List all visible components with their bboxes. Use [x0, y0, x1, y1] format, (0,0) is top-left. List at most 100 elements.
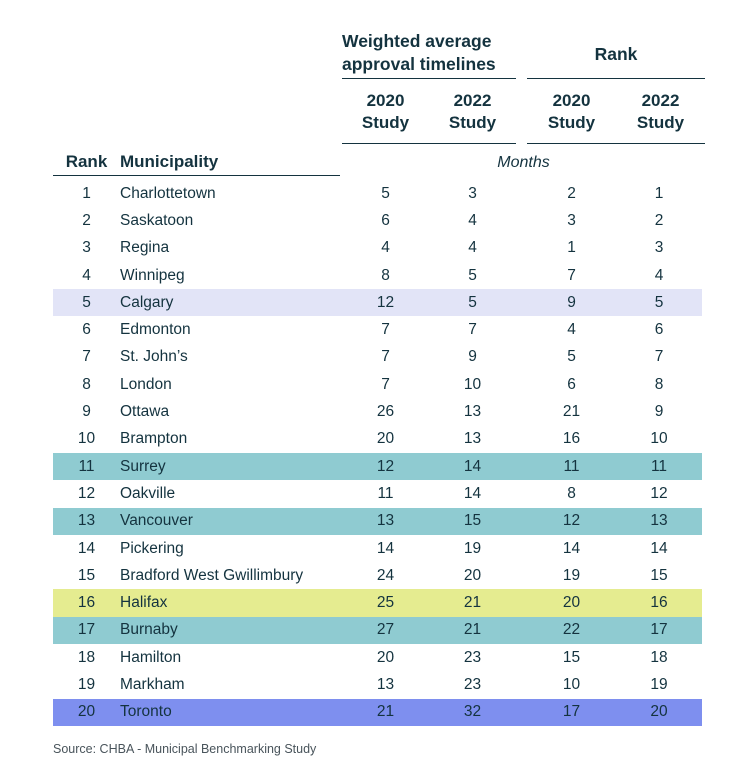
cell-rank-2022: 9: [654, 403, 664, 421]
source-note: Source: CHBA - Municipal Benchmarking St…: [53, 742, 317, 756]
table-row: 8 London 7 10 6 8: [53, 371, 702, 398]
cell-municipality: Vancouver: [120, 512, 193, 530]
cell-timeline-2022: 14: [463, 484, 482, 502]
cell-rank: 16: [77, 594, 96, 612]
cell-municipality: Edmonton: [120, 321, 191, 339]
cell-rank-2020: 21: [562, 403, 581, 421]
cell-rank: 2: [82, 211, 91, 229]
cell-municipality: Oakville: [120, 484, 176, 502]
units-label: Months: [497, 153, 550, 171]
cell-timeline-2020: 4: [381, 239, 390, 257]
cell-rank: 8: [82, 375, 91, 393]
cell-timeline-2020: 14: [376, 539, 395, 557]
cell-rank-2020: 8: [567, 484, 576, 502]
cell-municipality: Bradford West Gwillimbury: [120, 566, 304, 584]
cell-rank: 14: [77, 539, 96, 557]
cell-timeline-2022: 14: [463, 457, 482, 475]
table-row: 10 Brampton 20 13 16 10: [53, 426, 702, 453]
cell-timeline-2020: 13: [376, 512, 395, 530]
subheader-timelines: 2020 Study 2022 Study: [342, 86, 516, 144]
cell-timeline-2022: 4: [468, 239, 477, 257]
cell-timeline-2020: 12: [376, 293, 395, 311]
cell-rank-2022: 15: [650, 566, 668, 584]
cell-municipality: Pickering: [120, 539, 184, 557]
cell-timeline-2022: 3: [468, 184, 477, 202]
column-header-timelines-2022: 2022 Study: [429, 90, 516, 143]
cell-rank-2020: 16: [562, 430, 581, 448]
cell-rank-2020: 20: [562, 594, 581, 612]
cell-rank-2022: 20: [650, 703, 668, 721]
cell-rank-2022: 11: [650, 457, 668, 475]
cell-timeline-2022: 13: [463, 430, 482, 448]
cell-rank-2022: 17: [650, 621, 668, 639]
cell-timeline-2022: 13: [463, 403, 482, 421]
table-row: 12 Oakville 11 14 8 12: [53, 480, 702, 507]
cell-rank-2022: 13: [650, 512, 668, 530]
cell-municipality: Halifax: [120, 594, 168, 612]
table-row: 20 Toronto 21 32 17 20: [53, 698, 702, 726]
cell-timeline-2022: 15: [463, 512, 482, 530]
cell-rank-2020: 10: [562, 675, 581, 693]
cell-rank-2022: 19: [650, 675, 668, 693]
cell-timeline-2022: 5: [468, 293, 477, 311]
cell-rank-2020: 2: [567, 184, 576, 202]
cell-rank-2020: 3: [567, 211, 576, 229]
table-row: 11 Surrey 12 14 11 11: [53, 452, 702, 481]
column-header-rank-2022-label: 2022 Study: [636, 91, 685, 132]
cell-municipality: Hamilton: [120, 648, 182, 666]
cell-rank: 3: [82, 239, 91, 257]
cell-rank: 7: [82, 348, 91, 366]
column-header-rank-2020: 2020 Study: [527, 90, 616, 143]
cell-municipality: Calgary: [120, 293, 174, 311]
cell-municipality: Winnipeg: [120, 266, 185, 284]
cell-timeline-2020: 26: [376, 403, 395, 421]
column-header-rank-2022: 2022 Study: [616, 90, 705, 143]
cell-municipality: St. John’s: [120, 348, 188, 366]
table-row: 1 Charlottetown 5 3 2 1: [53, 180, 702, 207]
cell-rank-2022: 10: [650, 430, 668, 448]
cell-rank-2020: 5: [567, 348, 576, 366]
cell-timeline-2022: 20: [463, 566, 482, 584]
table-row: 14 Pickering 14 19 14 14: [53, 535, 702, 562]
cell-municipality: Brampton: [120, 430, 188, 448]
cell-timeline-2022: 4: [468, 211, 477, 229]
table-row: 5 Calgary 12 5 9 5: [53, 289, 702, 317]
cell-timeline-2020: 21: [376, 703, 395, 721]
cell-timeline-2020: 20: [376, 430, 395, 448]
cell-rank-2020: 22: [562, 621, 581, 639]
column-header-timelines-2022-label: 2022 Study: [448, 91, 497, 132]
cell-rank-2022: 1: [654, 184, 664, 202]
cell-rank-2020: 4: [567, 321, 576, 339]
table-rows: 1 Charlottetown 5 3 2 1 2 Saskatoon 6 4 …: [53, 180, 702, 726]
cell-rank-2022: 14: [650, 539, 668, 557]
cell-timeline-2020: 20: [376, 648, 395, 666]
table-row: 7 St. John’s 7 9 5 7: [53, 344, 702, 371]
cell-municipality: Charlottetown: [120, 184, 216, 202]
column-header-municipality: Municipality: [120, 151, 219, 171]
cell-rank-2020: 12: [562, 512, 581, 530]
cell-municipality: Markham: [120, 675, 185, 693]
cell-municipality: Ottawa: [120, 403, 170, 421]
cell-timeline-2022: 23: [463, 675, 482, 693]
table-row: 6 Edmonton 7 7 4 6: [53, 316, 702, 343]
cell-municipality: Regina: [120, 239, 170, 257]
cell-timeline-2022: 23: [463, 648, 482, 666]
cell-rank: 4: [82, 266, 91, 284]
cell-timeline-2022: 19: [463, 539, 482, 557]
cell-municipality: Saskatoon: [120, 211, 194, 229]
cell-rank-2022: 3: [654, 239, 664, 257]
cell-rank-2022: 5: [654, 293, 664, 311]
cell-timeline-2022: 21: [463, 621, 482, 639]
cell-rank: 18: [77, 648, 96, 666]
column-header-rank-number: Rank: [65, 151, 108, 171]
column-group-title-rank-label: Rank: [594, 43, 638, 64]
cell-rank: 11: [78, 457, 95, 475]
cell-municipality: London: [120, 375, 172, 393]
column-group-title-timelines: Weighted average approval timelines: [342, 30, 516, 79]
cell-municipality: Toronto: [120, 703, 172, 721]
table-row: 16 Halifax 25 21 20 16: [53, 589, 702, 617]
cell-rank: 13: [77, 512, 96, 530]
cell-rank: 19: [77, 675, 96, 693]
column-header-timelines-2020-label: 2020 Study: [361, 91, 410, 132]
